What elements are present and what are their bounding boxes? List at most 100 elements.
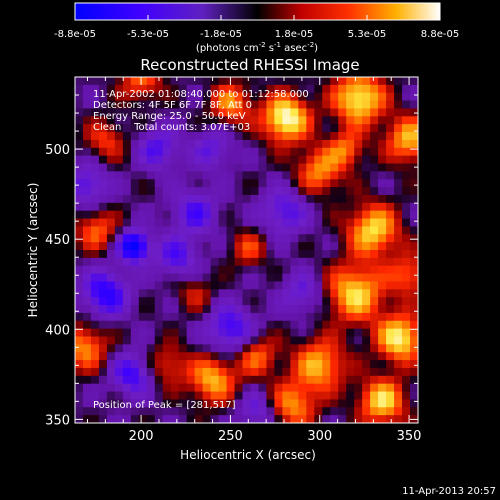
heatmap-cell xyxy=(378,132,387,141)
heatmap-cell xyxy=(122,352,132,361)
heatmap-cell xyxy=(330,367,339,377)
heatmap-cell xyxy=(394,163,403,172)
heatmap-cell xyxy=(298,407,307,416)
heatmap-cell xyxy=(346,265,355,275)
heatmap-cell xyxy=(338,281,347,290)
heatmap-cell xyxy=(258,367,268,377)
heatmap-cell xyxy=(258,352,268,361)
heatmap-cell xyxy=(338,328,347,338)
plot-frame xyxy=(74,76,419,424)
heatmap-cell xyxy=(162,155,172,165)
heatmap-cell xyxy=(378,281,387,290)
heatmap-cell xyxy=(298,218,307,228)
heatmap-cell xyxy=(250,242,260,251)
heatmap-cell xyxy=(82,375,92,385)
heatmap-cell xyxy=(75,132,84,141)
heatmap-cell xyxy=(402,179,411,188)
heatmap-cell xyxy=(410,226,418,235)
heatmap-cell xyxy=(130,108,140,117)
heatmap-cell xyxy=(314,297,323,306)
heatmap-cell xyxy=(242,242,252,251)
heatmap-cell xyxy=(274,187,283,196)
heatmap-cell xyxy=(75,92,84,102)
heatmap-cell xyxy=(258,171,268,180)
heatmap-cell xyxy=(162,92,172,102)
heatmap-cell xyxy=(90,210,100,220)
heatmap-cell xyxy=(98,407,108,416)
heatmap-cell xyxy=(234,210,244,220)
heatmap-cell xyxy=(106,171,116,180)
heatmap-cell xyxy=(330,391,339,401)
heatmap-cell xyxy=(394,360,403,369)
heatmap-cell xyxy=(330,234,339,243)
heatmap-cell xyxy=(218,367,228,377)
heatmap-cell xyxy=(410,163,418,172)
heatmap-cell xyxy=(322,116,331,125)
heatmap-cell xyxy=(410,116,418,125)
heatmap-cell xyxy=(410,124,418,133)
heatmap-cell xyxy=(114,124,124,133)
heatmap-cell xyxy=(410,139,418,149)
heatmap-cell xyxy=(90,336,100,345)
heatmap-cell xyxy=(354,171,363,180)
heatmap-cell xyxy=(75,344,84,353)
heatmap-cell xyxy=(338,218,347,228)
heatmap-cell xyxy=(170,242,180,251)
heatmap-cell xyxy=(258,163,268,172)
heatmap-cell xyxy=(98,132,108,141)
heatmap-cell xyxy=(234,202,244,212)
heatmap-cell xyxy=(266,132,276,141)
heatmap-cell xyxy=(370,367,379,377)
heatmap-cell xyxy=(75,210,84,220)
heatmap-cell xyxy=(370,281,379,290)
heatmap-cell xyxy=(362,312,371,322)
heatmap-cell xyxy=(394,187,403,196)
heatmap-cell xyxy=(242,163,252,172)
heatmap-cell xyxy=(154,297,164,306)
heatmap-cell xyxy=(330,132,339,141)
heatmap-cell xyxy=(402,383,411,393)
heatmap-cell xyxy=(314,210,323,220)
heatmap-cell xyxy=(242,273,252,283)
heatmap-cell xyxy=(75,171,84,180)
heatmap-cell xyxy=(346,399,355,408)
heatmap-cell xyxy=(290,108,299,117)
heatmap-cell xyxy=(282,257,291,267)
heatmap-cell xyxy=(378,273,387,283)
heatmap-cell xyxy=(138,116,148,125)
heatmap-cell xyxy=(362,265,371,275)
heatmap-cell xyxy=(394,352,403,361)
heatmap-cell xyxy=(106,124,116,133)
heatmap-cell xyxy=(106,320,116,330)
heatmap-cell xyxy=(114,415,124,423)
heatmap-cell xyxy=(394,171,403,180)
heatmap-cell xyxy=(130,352,140,361)
heatmap-cell xyxy=(202,139,212,149)
heatmap-cell xyxy=(234,163,244,172)
heatmap-cell xyxy=(130,383,140,393)
heatmap-cell xyxy=(370,297,379,306)
x-tick-label: 300 xyxy=(307,429,332,444)
heatmap-cell xyxy=(210,242,220,251)
heatmap-cell xyxy=(266,289,276,298)
heatmap-cell xyxy=(90,187,100,196)
heatmap-cell xyxy=(402,297,411,306)
heatmap-cell xyxy=(154,336,164,345)
annotation-clean: Clean Total counts: 3.07E+03 xyxy=(93,122,250,133)
heatmap-cell xyxy=(122,415,132,423)
heatmap-cell xyxy=(130,336,140,345)
heatmap-cell xyxy=(90,415,100,423)
heatmap-cell xyxy=(178,415,188,423)
heatmap-cell xyxy=(322,336,331,345)
heatmap-cell xyxy=(378,155,387,165)
heatmap-cell xyxy=(274,407,283,416)
heatmap-cell xyxy=(354,305,363,314)
heatmap-area xyxy=(75,77,418,423)
heatmap-cell xyxy=(146,407,156,416)
heatmap-cell xyxy=(402,163,411,172)
heatmap-cell xyxy=(226,399,236,408)
heatmap-cell xyxy=(234,391,244,401)
heatmap-cell xyxy=(346,407,355,416)
heatmap-cell xyxy=(394,383,403,393)
heatmap-cell xyxy=(75,383,84,393)
